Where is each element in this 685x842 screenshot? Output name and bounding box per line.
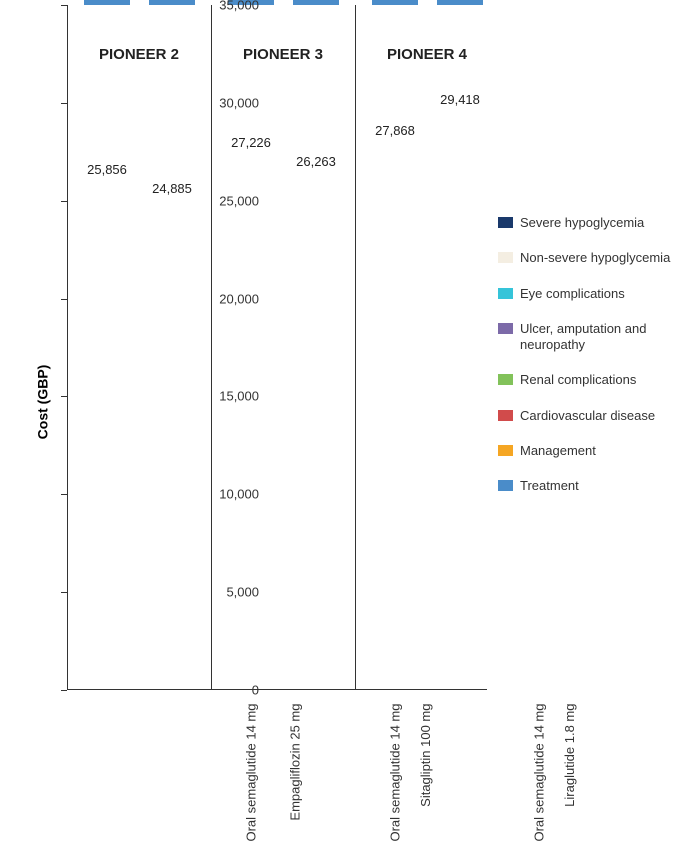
legend-swatch	[498, 480, 513, 491]
legend-label: Severe hypoglycemia	[520, 215, 644, 231]
bar-total-label: 25,856	[87, 162, 127, 177]
ytick-mark	[61, 103, 67, 104]
x-tick-label: Sitagliptin 100 mg	[418, 704, 433, 807]
bar-segment-treatment	[149, 0, 195, 5]
ytick-mark	[61, 299, 67, 300]
group-title: PIONEER 3	[243, 46, 323, 63]
group-title: PIONEER 2	[99, 46, 179, 63]
legend-item: Management	[498, 443, 678, 459]
legend: Severe hypoglycemia Non-severe hypoglycem…	[498, 215, 678, 513]
bar-total-label: 24,885	[152, 181, 192, 196]
ytick-label: 30,000	[219, 95, 259, 110]
bar-total-label: 27,868	[375, 123, 415, 138]
legend-swatch	[498, 445, 513, 456]
x-tick-label: Liraglutide 1.8 mg	[562, 704, 577, 807]
ytick-label: 10,000	[219, 487, 259, 502]
ytick-mark	[61, 396, 67, 397]
ytick-mark	[61, 5, 67, 6]
legend-item: Eye complications	[498, 286, 678, 302]
ytick-label: 5,000	[226, 585, 259, 600]
legend-label: Ulcer, amputation and neuropathy	[520, 321, 678, 354]
ytick-label: 35,000	[219, 0, 259, 13]
legend-swatch	[498, 252, 513, 263]
legend-item: Cardiovascular disease	[498, 408, 678, 424]
bar-segment-treatment	[293, 0, 339, 5]
x-axis-line	[67, 689, 487, 690]
ytick-mark	[61, 494, 67, 495]
ytick-label: 15,000	[219, 389, 259, 404]
legend-item: Ulcer, amputation and neuropathy	[498, 321, 678, 354]
ytick-label: 0	[252, 683, 259, 698]
ytick-mark	[61, 201, 67, 202]
x-tick-label: Oral semaglutide 14 mg	[532, 704, 547, 842]
plot-area: PIONEER 2PIONEER 3PIONEER 425,856 Oral s…	[67, 5, 487, 690]
ytick-mark	[61, 690, 67, 691]
legend-label: Management	[520, 443, 596, 459]
legend-label: Treatment	[520, 478, 579, 494]
bar-segment-treatment	[372, 0, 418, 5]
ytick-label: 25,000	[219, 193, 259, 208]
x-tick-label: Oral semaglutide 14 mg	[388, 704, 403, 842]
y-axis-line	[67, 5, 68, 690]
legend-label: Renal complications	[520, 372, 636, 388]
bar-segment-treatment	[84, 0, 130, 5]
legend-item: Severe hypoglycemia	[498, 215, 678, 231]
legend-swatch	[498, 410, 513, 421]
group-title: PIONEER 4	[387, 46, 467, 63]
legend-label: Eye complications	[520, 286, 625, 302]
y-axis-label: Cost (GBP)	[34, 364, 50, 439]
group-divider	[355, 5, 356, 690]
x-tick-label: Oral semaglutide 14 mg	[244, 704, 259, 842]
bar-total-label: 26,263	[296, 154, 336, 169]
chart-root: Cost (GBP) PIONEER 2 PIONEER 3 PIONEER 4 25…	[0, 0, 685, 803]
legend-label: Non-severe hypoglycemia	[520, 250, 670, 266]
ytick-label: 20,000	[219, 291, 259, 306]
x-tick-label: Empagliflozin 25 mg	[288, 704, 303, 821]
legend-label: Cardiovascular disease	[520, 408, 655, 424]
ytick-mark	[61, 592, 67, 593]
legend-item: Treatment	[498, 478, 678, 494]
bar-total-label: 29,418	[440, 92, 480, 107]
legend-swatch	[498, 323, 513, 334]
legend-item: Non-severe hypoglycemia	[498, 250, 678, 266]
group-divider	[211, 5, 212, 690]
legend-item: Renal complications	[498, 372, 678, 388]
legend-swatch	[498, 374, 513, 385]
legend-swatch	[498, 217, 513, 228]
legend-swatch	[498, 288, 513, 299]
bar-segment-treatment	[437, 0, 483, 5]
bar-total-label: 27,226	[231, 135, 271, 150]
